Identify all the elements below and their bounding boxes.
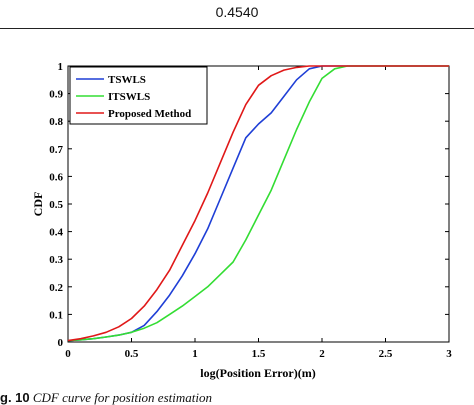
y-tick-label: 0.1 — [49, 309, 63, 321]
figure-caption-label: g. 10 — [0, 390, 30, 405]
table-value: 0.4540 — [215, 4, 259, 20]
y-tick-label: 1 — [58, 61, 64, 73]
x-axis-label: log(Position Error)(m) — [200, 366, 315, 380]
y-tick-label: 0.2 — [49, 282, 63, 294]
series-line-itswls — [67, 65, 449, 342]
legend: TSWLS ITSWLS Proposed Method — [69, 66, 208, 125]
x-tick-label: 0 — [65, 348, 71, 360]
legend-label: Proposed Method — [108, 108, 191, 120]
x-tick-label: 1 — [192, 348, 198, 360]
y-tick-label: 0.4 — [49, 227, 63, 239]
figure-caption: g. 10 CDF curve for position estimation — [0, 391, 212, 405]
x-tick-label: 2.5 — [379, 348, 393, 360]
x-tick-label: 2 — [319, 348, 325, 360]
axis-ticks: 0 0.5 1 1.5 2 2.5 3 0 0.1 0.2 0.3 0.4 0.5 0.6 0.7 0.8 0.… — [49, 61, 452, 360]
y-axis-label: CDF — [31, 192, 45, 217]
figure-caption-text: CDF curve for position estimation — [32, 390, 212, 405]
y-tick-label: 0.8 — [49, 116, 63, 128]
y-tick-label: 0.3 — [49, 254, 63, 266]
legend-label: ITSWLS — [108, 91, 150, 103]
y-tick-label: 0 — [58, 337, 64, 349]
y-tick-label: 0.7 — [49, 144, 63, 156]
x-tick-label: 3 — [446, 348, 452, 360]
x-tick-label: 1.5 — [252, 348, 266, 360]
y-tick-label: 0.9 — [49, 89, 63, 101]
table-rule — [0, 28, 474, 29]
y-tick-label: 0.5 — [49, 199, 63, 211]
series-layer — [67, 65, 449, 342]
cdf-chart: 0 0.5 1 1.5 2 2.5 3 0 0.1 0.2 0.3 0.4 0.5 0.6 0.7 0.8 0.… — [31, 61, 452, 380]
legend-label: TSWLS — [108, 74, 146, 86]
y-tick-label: 0.6 — [49, 171, 63, 183]
x-tick-label: 0.5 — [125, 348, 139, 360]
series-line-proposed-method — [67, 65, 449, 342]
